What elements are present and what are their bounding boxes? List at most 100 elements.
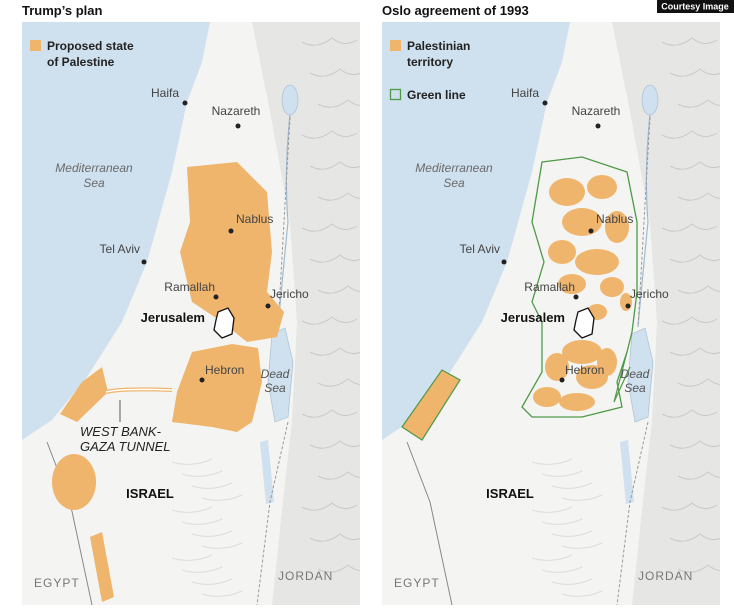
territory <box>605 211 629 243</box>
city-label: Hebron <box>565 363 604 377</box>
city-dot <box>265 303 271 309</box>
city-label: Tel Aviv <box>100 242 140 256</box>
territory <box>548 240 576 264</box>
relief-line <box>309 254 360 263</box>
city-dot <box>182 100 188 106</box>
relief-line <box>541 566 583 573</box>
city-label: Jericho <box>270 287 309 301</box>
tunnel-core <box>105 388 173 393</box>
city-dot <box>573 294 579 300</box>
territory <box>180 162 284 342</box>
border <box>616 116 651 605</box>
map-body <box>22 22 360 605</box>
sea-label: Dead <box>621 367 650 381</box>
relief-line <box>561 494 603 501</box>
legend-label: Green line <box>407 88 466 102</box>
relief-line <box>551 578 593 585</box>
relief-line <box>301 502 358 511</box>
relief-line <box>317 192 360 201</box>
city-dot <box>595 123 601 129</box>
relief-line <box>171 458 213 465</box>
relief <box>252 22 360 605</box>
territory <box>52 454 96 510</box>
relief-line <box>661 37 718 46</box>
relief-line <box>669 440 720 449</box>
dead-sea-water <box>267 327 294 423</box>
city-label: Nablus <box>596 212 633 226</box>
relief-line <box>201 542 243 549</box>
green-line <box>521 156 638 418</box>
sea <box>382 22 570 440</box>
city-dot <box>228 228 234 234</box>
city-label: Jericho <box>630 287 669 301</box>
country-label: EGYPT <box>394 576 440 590</box>
relief-line <box>317 99 360 108</box>
relief-line <box>541 470 583 477</box>
city-label: Tel Aviv <box>460 242 500 256</box>
map-panel: Palestinian territory Green line Haifa Nazar… <box>382 22 720 605</box>
arava <box>620 440 634 504</box>
tunnel-label: WEST BANK- <box>80 424 162 439</box>
city-label-bold: Jerusalem <box>141 310 205 325</box>
city-label: Hebron <box>205 363 244 377</box>
relief-line <box>561 590 603 597</box>
legend-swatch <box>390 40 401 51</box>
relief-line <box>317 471 360 480</box>
city-dot <box>588 228 594 234</box>
badge: Courtesy Image <box>661 2 729 12</box>
border <box>406 441 453 605</box>
territory <box>60 367 108 422</box>
jerusalem-outline <box>573 307 595 339</box>
relief-line <box>191 578 233 585</box>
panel-title: Oslo agreement of 1993 <box>382 3 529 18</box>
relief-line <box>181 518 223 525</box>
city-label-bold: Jerusalem <box>501 310 565 325</box>
relief-line <box>677 99 720 108</box>
territory <box>562 340 602 364</box>
legend-label: of Palestine <box>47 55 115 69</box>
relief-line <box>309 161 360 170</box>
country-label: ISRAEL <box>486 486 534 501</box>
relief-line <box>301 130 358 139</box>
relief-line <box>171 506 213 513</box>
city-label: Haifa <box>151 86 179 100</box>
legend-label: Proposed state <box>47 39 134 53</box>
relief-line <box>181 470 223 477</box>
relief-line <box>551 530 593 537</box>
relief-line <box>661 502 718 511</box>
relief-line <box>661 409 718 418</box>
country-label: EGYPT <box>34 576 80 590</box>
city-label: Haifa <box>511 86 539 100</box>
relief-line <box>309 68 360 77</box>
territory <box>549 178 585 206</box>
sea-label: Sea <box>264 381 286 395</box>
relief-line <box>677 192 720 201</box>
country-label: ISRAEL <box>126 486 174 501</box>
relief <box>612 22 720 605</box>
relief-line <box>669 254 720 263</box>
city-dot <box>213 294 219 300</box>
sea-label: Dead <box>261 367 290 381</box>
territory <box>545 353 569 381</box>
green-line <box>613 351 631 403</box>
territory <box>558 274 586 294</box>
map-panel: Proposed state of Palestine Haifa Nazareth T… <box>22 22 360 605</box>
badge-bg <box>657 0 734 13</box>
relief-line <box>551 482 593 489</box>
city-dot <box>501 259 507 265</box>
sea-label: Mediterranean <box>55 161 133 175</box>
relief-line <box>561 542 603 549</box>
relief-line <box>677 285 720 294</box>
relief-line <box>201 590 243 597</box>
relief-line <box>541 518 583 525</box>
legend-swatch <box>30 40 41 51</box>
relief-line <box>309 440 360 449</box>
relief-line <box>301 409 358 418</box>
city-dot <box>199 377 205 383</box>
arava <box>260 440 274 504</box>
border <box>256 116 291 605</box>
relief-line <box>191 530 233 537</box>
relief-line <box>669 68 720 77</box>
relief-line <box>531 506 573 513</box>
